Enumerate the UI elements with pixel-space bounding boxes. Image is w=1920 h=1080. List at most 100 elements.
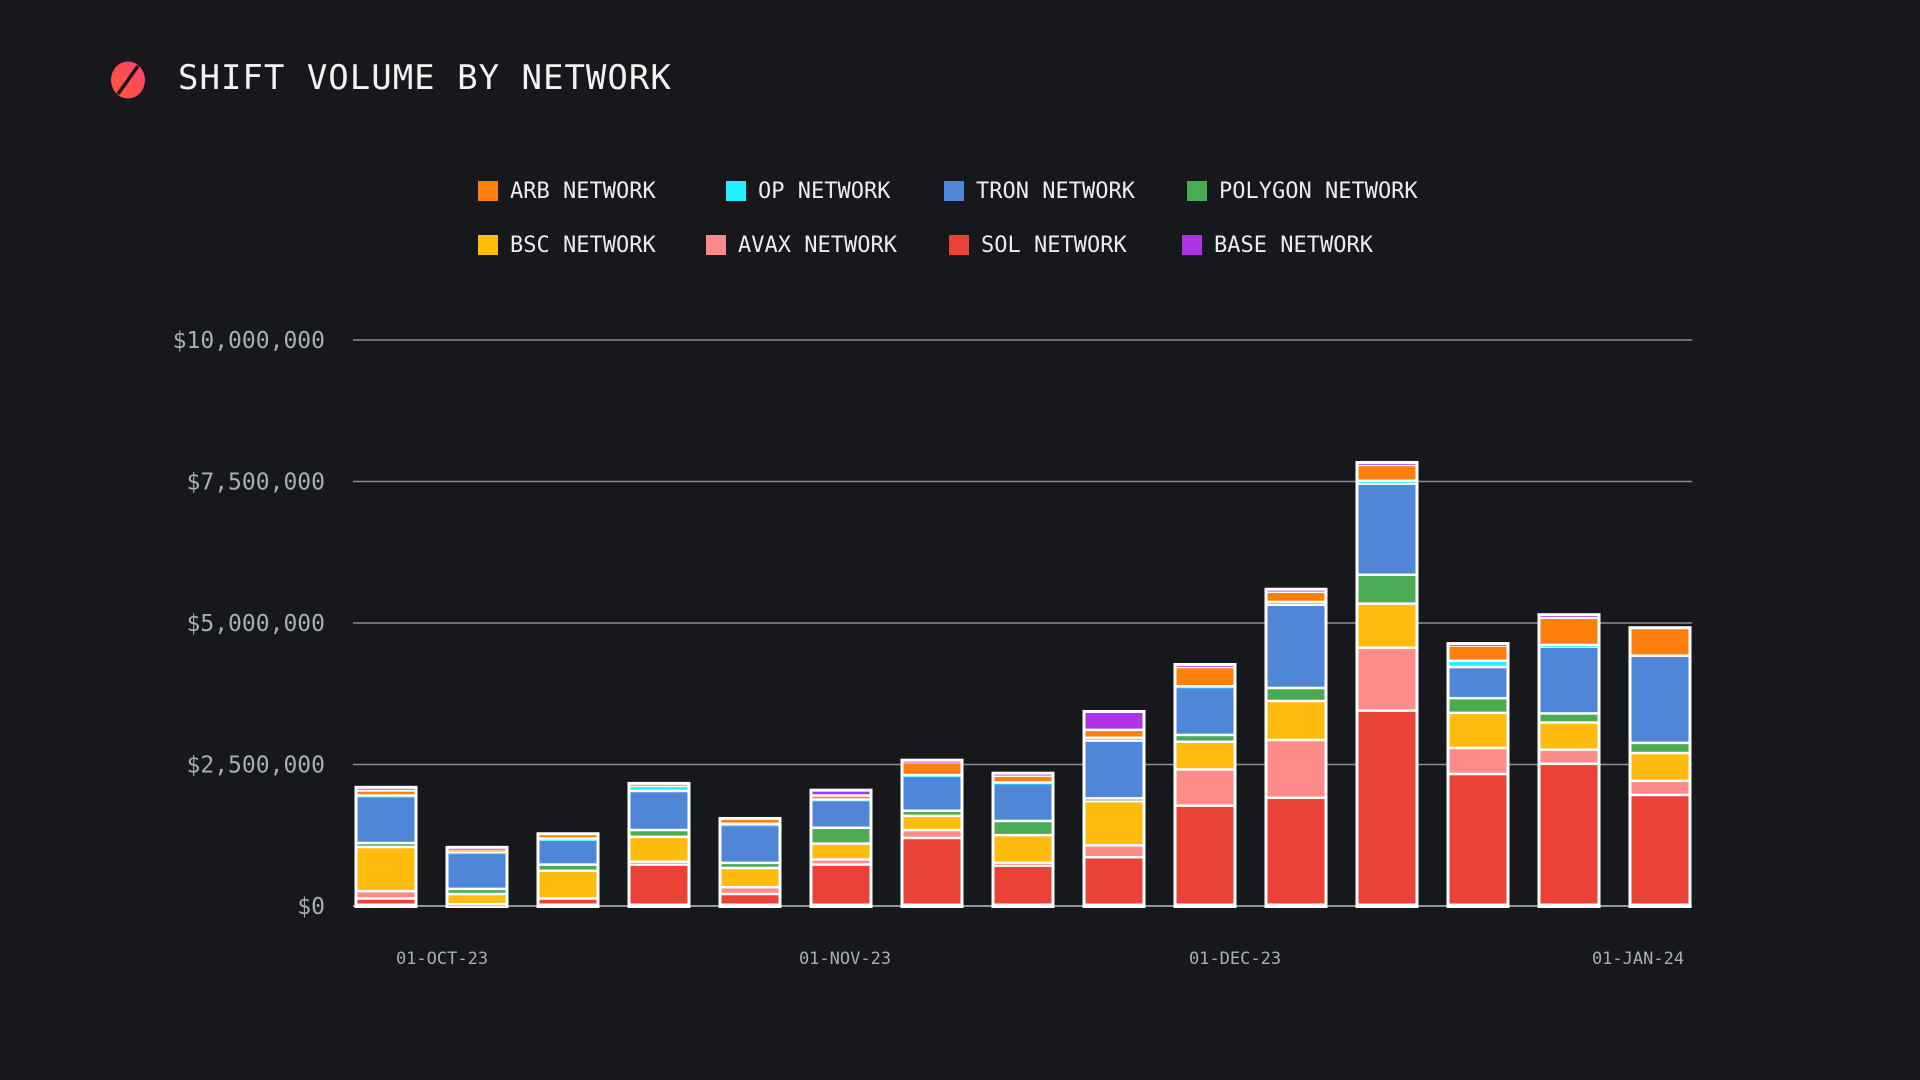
legend-item-sol[interactable]: SOL NETWORK (949, 233, 1154, 258)
bar-stack[interactable] (627, 781, 691, 908)
bar-segment-op[interactable] (903, 776, 961, 778)
bar-segment-bsc[interactable] (1358, 604, 1416, 647)
bar-segment-bsc[interactable] (357, 848, 415, 890)
bar-stack[interactable] (809, 788, 873, 908)
bar-segment-polygon[interactable] (994, 822, 1052, 834)
bar-stack[interactable] (1355, 460, 1419, 908)
bar-segment-arb[interactable] (630, 784, 688, 786)
bar-segment-avax[interactable] (1085, 846, 1143, 856)
bar-segment-polygon[interactable] (1540, 714, 1598, 722)
bar-segment-avax[interactable] (1358, 649, 1416, 710)
bar-stack[interactable] (1173, 663, 1237, 908)
bar-segment-sol[interactable] (1176, 806, 1234, 904)
bar-stack[interactable] (536, 832, 600, 908)
bar-segment-tron[interactable] (994, 784, 1052, 820)
bar-segment-base[interactable] (1449, 645, 1507, 646)
bar-segment-tron[interactable] (1449, 668, 1507, 697)
bar-segment-arb[interactable] (1176, 668, 1234, 686)
bar-segment-arb[interactable] (994, 776, 1052, 782)
bar-segment-base[interactable] (812, 791, 870, 795)
bar-stack[interactable] (354, 785, 418, 908)
bar-segment-polygon[interactable] (721, 864, 779, 867)
bar-segment-arb[interactable] (1449, 646, 1507, 660)
bar-segment-op[interactable] (1449, 662, 1507, 666)
bar-segment-tron[interactable] (1085, 741, 1143, 798)
bar-segment-avax[interactable] (1267, 741, 1325, 797)
bar-segment-bsc[interactable] (903, 817, 961, 829)
bar-segment-base[interactable] (1176, 666, 1234, 667)
bar-stack[interactable] (900, 758, 964, 908)
bar-stack[interactable] (1264, 587, 1328, 908)
bar-stack[interactable] (1082, 709, 1146, 908)
bar-segment-op[interactable] (1085, 739, 1143, 740)
bar-segment-polygon[interactable] (1358, 576, 1416, 603)
bar-segment-polygon[interactable] (903, 812, 961, 815)
legend-item-arb[interactable]: ARB NETWORK (478, 179, 698, 204)
bar-segment-avax[interactable] (1540, 750, 1598, 763)
bar-segment-polygon[interactable] (1267, 689, 1325, 700)
bar-segment-bsc[interactable] (1631, 754, 1689, 780)
bar-segment-base[interactable] (448, 848, 506, 850)
bar-segment-tron[interactable] (357, 797, 415, 842)
bar-segment-polygon[interactable] (448, 890, 506, 893)
bar-segment-sol[interactable] (630, 865, 688, 904)
bar-segment-sol[interactable] (1267, 799, 1325, 904)
bar-segment-base[interactable] (994, 774, 1052, 776)
bar-segment-tron[interactable] (539, 840, 597, 864)
bar-segment-avax[interactable] (448, 905, 506, 907)
bar-segment-bsc[interactable] (1085, 802, 1143, 845)
bar-segment-base[interactable] (1358, 463, 1416, 465)
bar-segment-tron[interactable] (630, 792, 688, 829)
bar-segment-tron[interactable] (1540, 647, 1598, 713)
bar-segment-sol[interactable] (903, 839, 961, 904)
bar-segment-arb[interactable] (1631, 629, 1689, 655)
bar-segment-op[interactable] (357, 796, 415, 798)
bar-segment-op[interactable] (812, 800, 870, 802)
bar-segment-bsc[interactable] (1449, 714, 1507, 747)
bar-segment-op[interactable] (994, 783, 1052, 785)
bar-segment-op[interactable] (630, 787, 688, 790)
bar-stack[interactable] (1628, 626, 1692, 908)
bar-segment-tron[interactable] (1631, 656, 1689, 742)
bar-segment-arb[interactable] (448, 850, 506, 852)
bar-segment-bsc[interactable] (812, 844, 870, 859)
bar-stack[interactable] (991, 771, 1055, 908)
bar-segment-arb[interactable] (357, 791, 415, 795)
bar-segment-polygon[interactable] (1449, 699, 1507, 712)
bar-segment-avax[interactable] (357, 892, 415, 898)
legend-item-op[interactable]: OP NETWORK (726, 179, 916, 204)
bar-segment-bsc[interactable] (721, 869, 779, 886)
legend-item-polygon[interactable]: POLYGON NETWORK (1187, 179, 1418, 204)
bar-segment-tron[interactable] (903, 776, 961, 810)
bar-segment-polygon[interactable] (812, 829, 870, 843)
bar-segment-tron[interactable] (448, 853, 506, 888)
bar-segment-polygon[interactable] (1631, 744, 1689, 752)
legend-item-tron[interactable]: TRON NETWORK (944, 179, 1159, 204)
bar-segment-bsc[interactable] (1267, 702, 1325, 739)
bar-segment-sol[interactable] (1540, 765, 1598, 904)
bar-segment-bsc[interactable] (1540, 723, 1598, 749)
bar-segment-base[interactable] (357, 788, 415, 790)
legend-item-avax[interactable]: AVAX NETWORK (706, 233, 921, 258)
bar-segment-tron[interactable] (1358, 484, 1416, 574)
bar-segment-sol[interactable] (539, 899, 597, 904)
bar-segment-bsc[interactable] (630, 838, 688, 861)
bar-segment-base[interactable] (1540, 616, 1598, 618)
bar-segment-arb[interactable] (1267, 593, 1325, 601)
bar-segment-tron[interactable] (1176, 688, 1234, 734)
bar-segment-arb[interactable] (1085, 731, 1143, 737)
bar-stack[interactable] (1537, 613, 1601, 908)
bar-segment-tron[interactable] (812, 801, 870, 827)
bar-segment-avax[interactable] (903, 831, 961, 837)
bar-segment-avax[interactable] (1449, 749, 1507, 773)
bar-segment-sol[interactable] (812, 865, 870, 904)
bar-segment-sol[interactable] (1631, 796, 1689, 904)
bar-segment-arb[interactable] (539, 835, 597, 838)
bar-segment-op[interactable] (721, 825, 779, 826)
bar-segment-arb[interactable] (812, 796, 870, 799)
bar-segment-arb[interactable] (903, 763, 961, 774)
bar-segment-tron[interactable] (1267, 606, 1325, 687)
bar-segment-base[interactable] (1267, 590, 1325, 592)
bar-stack[interactable] (718, 816, 782, 908)
bar-segment-polygon[interactable] (539, 865, 597, 870)
